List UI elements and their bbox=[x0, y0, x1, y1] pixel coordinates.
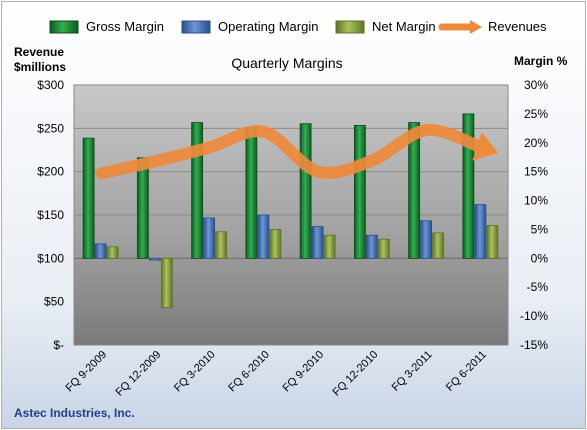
left-tick-label: $100 bbox=[37, 251, 64, 265]
legend-arrowhead-revenues bbox=[470, 20, 482, 34]
right-tick-label: 25% bbox=[524, 107, 548, 121]
right-tick-label: 10% bbox=[524, 194, 548, 208]
legend-label-operating-margin: Operating Margin bbox=[218, 19, 318, 34]
bar-net-margin bbox=[377, 238, 390, 259]
bar-operating-margin bbox=[311, 226, 324, 259]
bar-operating-margin bbox=[94, 243, 107, 259]
bar-gross-margin bbox=[191, 122, 204, 259]
x-tick-label: FQ 3-2011 bbox=[390, 349, 435, 394]
bar-gross-margin bbox=[299, 123, 312, 259]
bar-operating-margin bbox=[420, 220, 433, 259]
legend-swatch-gross-margin bbox=[49, 20, 79, 34]
company-name: Astec Industries, Inc. bbox=[14, 406, 135, 420]
left-axis-title-line2: $millions bbox=[14, 60, 66, 74]
left-tick-label: $150 bbox=[37, 208, 64, 222]
right-tick-label: 5% bbox=[531, 222, 549, 236]
x-tick-label: FQ 6-2010 bbox=[226, 349, 272, 395]
bar-net-margin bbox=[106, 246, 119, 259]
left-tick-label: $200 bbox=[37, 165, 64, 179]
bar-gross-margin bbox=[408, 122, 421, 259]
bars bbox=[82, 113, 499, 308]
right-axis-ticks: -15% -10% -5% 0% 5% 10% 15% 20% 25% 30% bbox=[520, 78, 548, 352]
right-tick-label: 20% bbox=[524, 136, 548, 150]
bar-gross-margin bbox=[82, 137, 95, 259]
bar-net-margin bbox=[269, 229, 282, 259]
bar-net-margin bbox=[486, 224, 499, 259]
bar-operating-margin bbox=[203, 217, 216, 259]
chart-title: Quarterly Margins bbox=[231, 55, 342, 71]
right-tick-label: 0% bbox=[531, 251, 549, 265]
left-tick-label: $50 bbox=[44, 295, 64, 309]
bar-gross-margin bbox=[136, 157, 149, 259]
bar-gross-margin bbox=[245, 127, 258, 259]
legend-swatch-net-margin bbox=[335, 20, 365, 34]
revenue-line bbox=[95, 124, 499, 180]
legend-label-net-margin: Net Margin bbox=[372, 19, 436, 34]
bar-net-margin bbox=[432, 232, 445, 259]
legend-label-gross-margin: Gross Margin bbox=[86, 19, 164, 34]
legend-label-revenues: Revenues bbox=[488, 19, 547, 34]
x-tick-label: FQ 6-2011 bbox=[444, 349, 489, 394]
right-tick-label: 15% bbox=[524, 165, 548, 179]
left-tick-label: $250 bbox=[37, 121, 64, 135]
bar-net-margin bbox=[323, 234, 336, 259]
right-axis-title: Margin % bbox=[514, 54, 568, 68]
revenues-line bbox=[95, 124, 487, 180]
bar-net-margin bbox=[215, 231, 228, 259]
x-tick-label: FQ 12-2010 bbox=[331, 349, 381, 399]
bar-net-margin bbox=[160, 257, 173, 308]
left-tick-label: $300 bbox=[37, 78, 64, 92]
bar-operating-margin bbox=[365, 234, 378, 259]
bar-gross-margin bbox=[462, 113, 475, 259]
bar-operating-margin bbox=[148, 257, 161, 261]
x-axis-ticks: FQ 9-2009 FQ 12-2009 FQ 3-2010 FQ 6-2010 FQ … bbox=[64, 349, 489, 399]
right-tick-label: -15% bbox=[520, 338, 548, 352]
x-tick-label: FQ 12-2009 bbox=[114, 349, 164, 399]
bar-gross-margin bbox=[353, 125, 366, 259]
left-axis-ticks: $- $50 $100 $150 $200 $250 $300 bbox=[37, 78, 64, 352]
left-axis-title-line1: Revenue bbox=[14, 45, 64, 59]
x-tick-label: FQ 9-2009 bbox=[64, 349, 110, 395]
revenues-arrowhead bbox=[472, 131, 499, 161]
legend: Gross Margin Operating Margin Net Margin… bbox=[49, 19, 547, 34]
x-tick-label: FQ 9-2010 bbox=[281, 349, 327, 395]
right-tick-label: -10% bbox=[520, 309, 548, 323]
bar-operating-margin bbox=[474, 204, 487, 259]
x-tick-label: FQ 3-2010 bbox=[172, 349, 218, 395]
right-tick-label: 30% bbox=[524, 78, 548, 92]
bar-operating-margin bbox=[257, 214, 270, 259]
legend-swatch-operating-margin bbox=[181, 20, 211, 34]
right-tick-label: -5% bbox=[527, 280, 549, 294]
left-tick-label: $- bbox=[53, 338, 64, 352]
